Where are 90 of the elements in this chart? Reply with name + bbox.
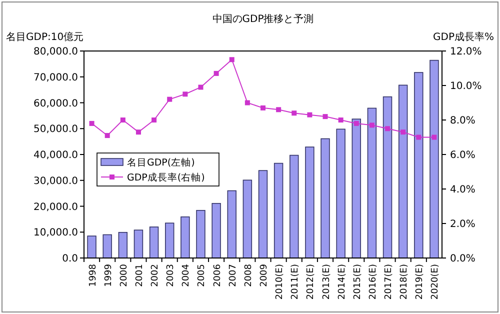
x-tick-label: 2003 — [166, 264, 176, 287]
x-tick-label: 2020(E) — [430, 264, 441, 300]
y2-tick-label: 4.0% — [450, 184, 476, 196]
y-tick-label: 50,000.0 — [33, 124, 78, 136]
bar — [227, 190, 236, 258]
x-tick-label: 2011(E) — [290, 264, 301, 300]
bar — [87, 236, 96, 258]
point — [167, 96, 172, 102]
x-tick-label: 2013(E) — [322, 264, 332, 300]
point — [369, 122, 374, 128]
x-tick-label: 2004 — [182, 264, 192, 287]
y2-tick-label: 10.0% — [450, 81, 482, 92]
y-tick-label: 20,000.0 — [33, 202, 78, 213]
bar — [258, 170, 268, 258]
point — [307, 112, 312, 118]
point — [432, 134, 437, 140]
point — [89, 120, 94, 126]
point — [292, 110, 297, 116]
x-tick-label: 2016(E) — [368, 264, 378, 300]
bar — [274, 162, 284, 258]
bar — [134, 230, 144, 258]
x-tick-label: 2001 — [134, 264, 145, 287]
y2-tick-label: 8.0% — [450, 116, 476, 126]
bar — [367, 108, 377, 258]
bar — [118, 232, 128, 258]
legend-label: 名目GDP(左軸) — [127, 156, 195, 168]
bar — [414, 72, 424, 258]
x-tick-label: 2006 — [212, 264, 223, 287]
y-axis-title: 名目GDP:10億元 — [6, 31, 84, 43]
point — [229, 57, 234, 62]
bar — [149, 226, 159, 258]
y2-tick-label: 2.0% — [450, 219, 476, 230]
bar — [398, 84, 408, 258]
x-tick-label: 2015(E) — [352, 264, 363, 300]
point — [400, 130, 406, 135]
y-tick-label: 60,000.0 — [33, 98, 78, 110]
point — [354, 120, 359, 126]
chart-title: 中国のGDP推移と予測 — [212, 13, 314, 25]
bar — [352, 118, 361, 258]
legend-label: GDP成長率(右軸) — [127, 172, 205, 184]
point — [276, 107, 282, 112]
point — [136, 130, 141, 135]
x-tick-label: 2017(E) — [384, 264, 394, 300]
bar — [382, 96, 392, 258]
y-tick-label: 80,000.0 — [33, 46, 78, 58]
bar — [336, 128, 346, 258]
x-tick-label: 2009 — [260, 264, 270, 287]
point — [120, 118, 126, 122]
y-tick-label: 10,000.0 — [33, 228, 78, 239]
point — [416, 134, 422, 140]
bar — [180, 216, 190, 258]
y-tick-label: 30,000.0 — [33, 176, 78, 187]
point — [198, 84, 204, 90]
bar — [102, 234, 112, 258]
y-tick-label: 40,000.0 — [33, 150, 78, 161]
x-tick-label: 2008 — [244, 264, 254, 287]
point — [182, 92, 188, 97]
x-tick-label: 2014(E) — [337, 264, 348, 300]
x-tick-label: 2019(E) — [415, 264, 426, 300]
point — [322, 114, 328, 120]
bar — [242, 180, 252, 258]
point — [338, 118, 344, 122]
y2-axis-title: GDP成長率% — [433, 31, 494, 43]
bar — [430, 60, 439, 258]
y-tick-label: 70,000.0 — [33, 72, 78, 84]
x-tick-label: 2012(E) — [306, 264, 316, 300]
bar — [290, 154, 299, 258]
bar — [196, 210, 206, 258]
x-tick-label: 1998 — [88, 264, 98, 287]
x-tick-label: 2002 — [150, 264, 161, 287]
x-tick-label: 2005 — [197, 264, 208, 287]
x-tick-label: 2000 — [119, 264, 130, 287]
bar — [212, 203, 221, 258]
point — [385, 126, 390, 132]
bar — [165, 222, 174, 258]
x-tick-label: 2010(E) — [275, 264, 286, 300]
bar — [305, 146, 314, 258]
y2-tick-label: 6.0% — [450, 150, 476, 161]
x-tick-label: 2018(E) — [400, 264, 410, 300]
y-tick-label: 0.0 — [62, 254, 78, 264]
bar — [320, 138, 330, 258]
point — [260, 105, 266, 110]
point — [104, 133, 110, 138]
y2-tick-label: 0.0% — [450, 254, 476, 264]
x-tick-label: 2007 — [228, 264, 238, 287]
x-tick-label: 1999 — [104, 264, 114, 287]
point — [244, 100, 250, 106]
point — [214, 70, 219, 76]
point — [152, 118, 157, 122]
y2-tick-label: 12.0% — [450, 46, 482, 58]
